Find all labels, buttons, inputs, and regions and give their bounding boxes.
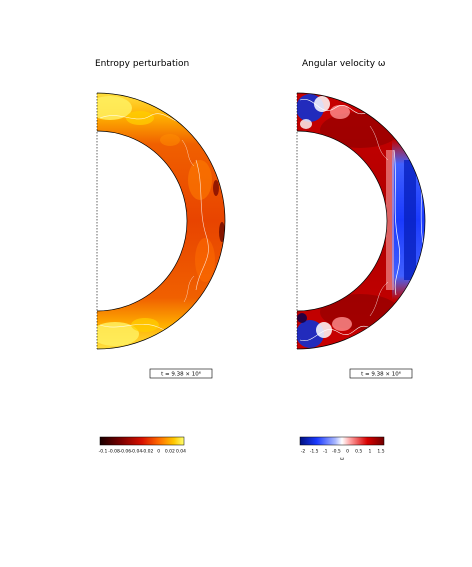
angular-velocity-colorbar-tick: 0 (346, 449, 349, 455)
entropy-patch (131, 318, 159, 332)
entropy-outer-boundary (96, 92, 226, 350)
angular-velocity-panel: Angular velocity ω (296, 59, 426, 462)
entropy-colorbar-tick: -0.08 (108, 449, 120, 455)
omega-contour (369, 125, 389, 161)
entropy-time-label: t = 9.38 × 10⁶ (161, 371, 202, 378)
angular-velocity-time-label: t = 9.38 × 10⁶ (361, 371, 402, 378)
entropy-title: Entropy perturbation (95, 59, 189, 69)
angular-velocity-outer-boundary (296, 92, 426, 350)
angular-velocity-title: Angular velocity ω (302, 59, 385, 69)
angular-velocity-inner-boundary (296, 130, 388, 312)
omega-south-polar (316, 322, 332, 338)
angular-velocity-colorbar-tick: -0.5 (332, 449, 341, 455)
omega-transition (386, 150, 394, 290)
entropy-patch (195, 238, 215, 282)
omega-north-polar (314, 96, 330, 112)
entropy-colorbar-tick: 0.04 (176, 449, 186, 455)
angular-velocity-colorbar-tick: -1.5 (310, 449, 319, 455)
omega-north-polar (330, 105, 350, 119)
omega-north-polar (300, 119, 312, 129)
entropy-colorbar (99, 436, 185, 446)
entropy-north-cap (97, 96, 132, 120)
entropy-patch (160, 134, 180, 146)
entropy-south-cap (97, 322, 139, 346)
entropy-contour (181, 139, 195, 167)
entropy-inner-boundary (96, 130, 188, 312)
omega-contour (299, 325, 371, 341)
entropy-patch (126, 111, 154, 125)
entropy-colorbar-ticks: -0.1 -0.08 -0.06 -0.04 -0.02 0 0.02 0.04 (99, 449, 187, 455)
entropy-colorbar-tick: -0.04 (131, 449, 143, 455)
entropy-contour (183, 275, 195, 303)
entropy-colorbar-tick: 0.02 (165, 449, 175, 455)
angular-velocity-colorbar-label: ω (340, 457, 344, 462)
entropy-dark-patch (219, 222, 225, 242)
angular-velocity-features (297, 94, 425, 348)
entropy-dark-patch (213, 180, 219, 196)
angular-velocity-time-box (349, 368, 413, 379)
entropy-time-box (149, 368, 213, 379)
entropy-shell-fill (97, 93, 225, 349)
entropy-colorbar-tick: -0.06 (119, 449, 131, 455)
entropy-colorbar-tick: -0.1 (99, 449, 108, 455)
omega-south-polar (332, 317, 352, 331)
angular-velocity-colorbar-tick: 1.5 (377, 449, 384, 455)
omega-dark-red (320, 294, 400, 330)
angular-velocity-colorbar-ticks: -2 -1.5 -1 -0.5 0 0.5 1 1.5 (301, 449, 385, 455)
angular-velocity-colorbar-tick: -1 (323, 449, 328, 455)
omega-contour (299, 99, 369, 115)
entropy-dark-patch (195, 308, 205, 316)
omega-south-polar (297, 313, 307, 323)
entropy-contour (195, 159, 209, 291)
omega-dark-red (320, 112, 400, 148)
angular-velocity-colorbar-tick: -2 (301, 449, 306, 455)
entropy-colorbar-tick: 0 (157, 449, 160, 455)
omega-contour (369, 281, 389, 317)
angular-velocity-colorbar (299, 436, 385, 446)
angular-velocity-colorbar-tick: 1 (368, 449, 371, 455)
angular-velocity-colorbar-tick: 0.5 (355, 449, 362, 455)
omega-equatorial-core (404, 160, 416, 280)
entropy-panel: Entropy perturbation (95, 59, 226, 455)
entropy-colorbar-tick: -0.02 (142, 449, 154, 455)
omega-contour (393, 149, 401, 296)
